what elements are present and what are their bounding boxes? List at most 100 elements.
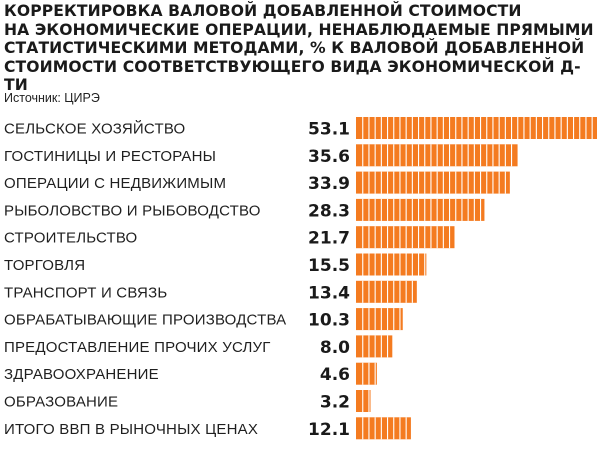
bar-segment-divider bbox=[411, 144, 413, 167]
bar-segment-divider bbox=[387, 117, 389, 139]
bar bbox=[356, 253, 427, 276]
bar-segment-divider bbox=[393, 253, 395, 276]
bar-segment-dividers bbox=[362, 226, 451, 249]
bar-segment-divider bbox=[405, 253, 407, 276]
bar-segment-divider bbox=[393, 117, 395, 139]
bar-segment-divider bbox=[374, 280, 376, 303]
bar-segment-divider bbox=[368, 253, 370, 276]
bar-segment-divider bbox=[411, 253, 413, 276]
bar-segment-dividers bbox=[362, 144, 513, 167]
bar-segment-divider bbox=[492, 144, 494, 167]
bar-segment-divider bbox=[542, 117, 544, 139]
bar-segment-divider bbox=[411, 117, 413, 139]
bar-segment-divider bbox=[467, 198, 469, 221]
bar-segment-divider bbox=[399, 308, 401, 331]
title-line: СТАТИСТИЧЕСКИМИ МЕТОДАМИ, % К ВАЛОВОЙ ДО… bbox=[4, 39, 585, 57]
bar-segment-divider bbox=[560, 117, 562, 139]
bar-segment-divider bbox=[405, 171, 407, 194]
bar-segment-divider bbox=[387, 308, 389, 331]
bar-segment-divider bbox=[368, 417, 370, 440]
bar-segment-divider bbox=[430, 198, 432, 221]
bar-segment-divider bbox=[374, 308, 376, 331]
bar-segment-divider bbox=[449, 171, 451, 194]
bar-segment-divider bbox=[380, 308, 382, 331]
bar-segment-divider bbox=[387, 253, 389, 276]
bar-segment-divider bbox=[380, 117, 382, 139]
bar-segment-divider bbox=[387, 280, 389, 303]
bar-segment-divider bbox=[424, 226, 426, 249]
bar-segment-divider bbox=[368, 117, 370, 139]
chart-title: КОРРЕКТИРОВКА ВАЛОВОЙ ДОБАВЛЕННОЙ СТОИМО… bbox=[4, 2, 594, 95]
bar-segment-divider bbox=[380, 417, 382, 440]
bar-segment-divider bbox=[393, 144, 395, 167]
bar bbox=[356, 198, 485, 221]
value-label: 53.1 bbox=[308, 120, 350, 140]
bar-segment-divider bbox=[399, 226, 401, 249]
value-label: 28.3 bbox=[308, 201, 350, 221]
bar-segment-divider bbox=[455, 171, 457, 194]
bar-segment-divider bbox=[430, 117, 432, 139]
bar-segment-divider bbox=[467, 117, 469, 139]
bar-segment-divider bbox=[393, 226, 395, 249]
bar-segment-divider bbox=[579, 117, 581, 139]
bar-segment-divider bbox=[424, 253, 426, 276]
bar-segment-divider bbox=[436, 226, 438, 249]
bar-segment-divider bbox=[362, 390, 364, 412]
bar-segment-divider bbox=[449, 117, 451, 139]
bar-segment-divider bbox=[418, 226, 420, 249]
bar-segment-divider bbox=[430, 171, 432, 194]
bar-segment-divider bbox=[374, 226, 376, 249]
value-label: 21.7 bbox=[308, 229, 350, 249]
bar-segment-dividers bbox=[362, 253, 426, 276]
bar-segment-divider bbox=[554, 117, 556, 139]
bar-segment-divider bbox=[374, 171, 376, 194]
bar-row: ТОРГОВЛЯ 15.5 bbox=[4, 253, 427, 276]
category-label: ТРАНСПОРТ И СВЯЗЬ bbox=[4, 284, 167, 301]
bar-segment-divider bbox=[436, 198, 438, 221]
bar-segment-divider bbox=[362, 144, 364, 167]
bar bbox=[356, 280, 417, 303]
bar-segment-divider bbox=[523, 117, 525, 139]
bar-segment-divider bbox=[405, 226, 407, 249]
bar-segment-divider bbox=[461, 144, 463, 167]
bar-segment-divider bbox=[473, 117, 475, 139]
bar-segment-divider bbox=[387, 198, 389, 221]
bar-segment-divider bbox=[399, 253, 401, 276]
category-label: ТОРГОВЛЯ bbox=[4, 257, 85, 274]
bar-segment-divider bbox=[498, 171, 500, 194]
bar bbox=[356, 226, 455, 249]
bar-row: ОБРАБАТЫВАЮЩИЕ ПРОИЗВОДСТВА 10.3 bbox=[4, 308, 403, 331]
bar-segment-divider bbox=[529, 117, 531, 139]
title-line: КОРРЕКТИРОВКА ВАЛОВОЙ ДОБАВЛЕННОЙ СТОИМО… bbox=[4, 2, 522, 20]
bar-segment-divider bbox=[424, 117, 426, 139]
bar-segment-divider bbox=[387, 417, 389, 440]
bar-segment-divider bbox=[399, 117, 401, 139]
category-label: ГОСТИНИЦЫ И РЕСТОРАНЫ bbox=[4, 148, 216, 165]
bar-segment-divider bbox=[368, 335, 370, 358]
bar-segment-divider bbox=[461, 198, 463, 221]
bar bbox=[356, 308, 403, 331]
bar-segment-dividers bbox=[362, 280, 413, 303]
bar-segment-dividers bbox=[362, 171, 506, 194]
bar-segment-divider bbox=[442, 226, 444, 249]
bar-segment-divider bbox=[387, 226, 389, 249]
value-label: 12.1 bbox=[308, 420, 350, 440]
bar-segment-dividers bbox=[362, 362, 376, 385]
bar-segment-divider bbox=[418, 171, 420, 194]
bar-segment-dividers bbox=[362, 335, 389, 358]
bar-segment-divider bbox=[387, 171, 389, 194]
bar-segment-dividers bbox=[362, 117, 593, 139]
bar-segment-divider bbox=[442, 144, 444, 167]
bar bbox=[356, 335, 393, 358]
bar-segment-divider bbox=[405, 117, 407, 139]
bar-segment-divider bbox=[591, 117, 593, 139]
bar-segment-divider bbox=[411, 171, 413, 194]
bar-row: СТРОИТЕЛЬСТВО 21.7 bbox=[4, 226, 455, 249]
bar-segment-divider bbox=[374, 335, 376, 358]
bar-segment-divider bbox=[380, 144, 382, 167]
bar-segment-divider bbox=[411, 198, 413, 221]
bar-segment-dividers bbox=[362, 417, 407, 440]
bar-segment-divider bbox=[362, 308, 364, 331]
title-line: СТОИМОСТИ СООТВЕТСТВУЮЩЕГО ВИДА ЭКОНОМИЧ… bbox=[4, 57, 581, 95]
value-label: 35.6 bbox=[308, 147, 350, 167]
